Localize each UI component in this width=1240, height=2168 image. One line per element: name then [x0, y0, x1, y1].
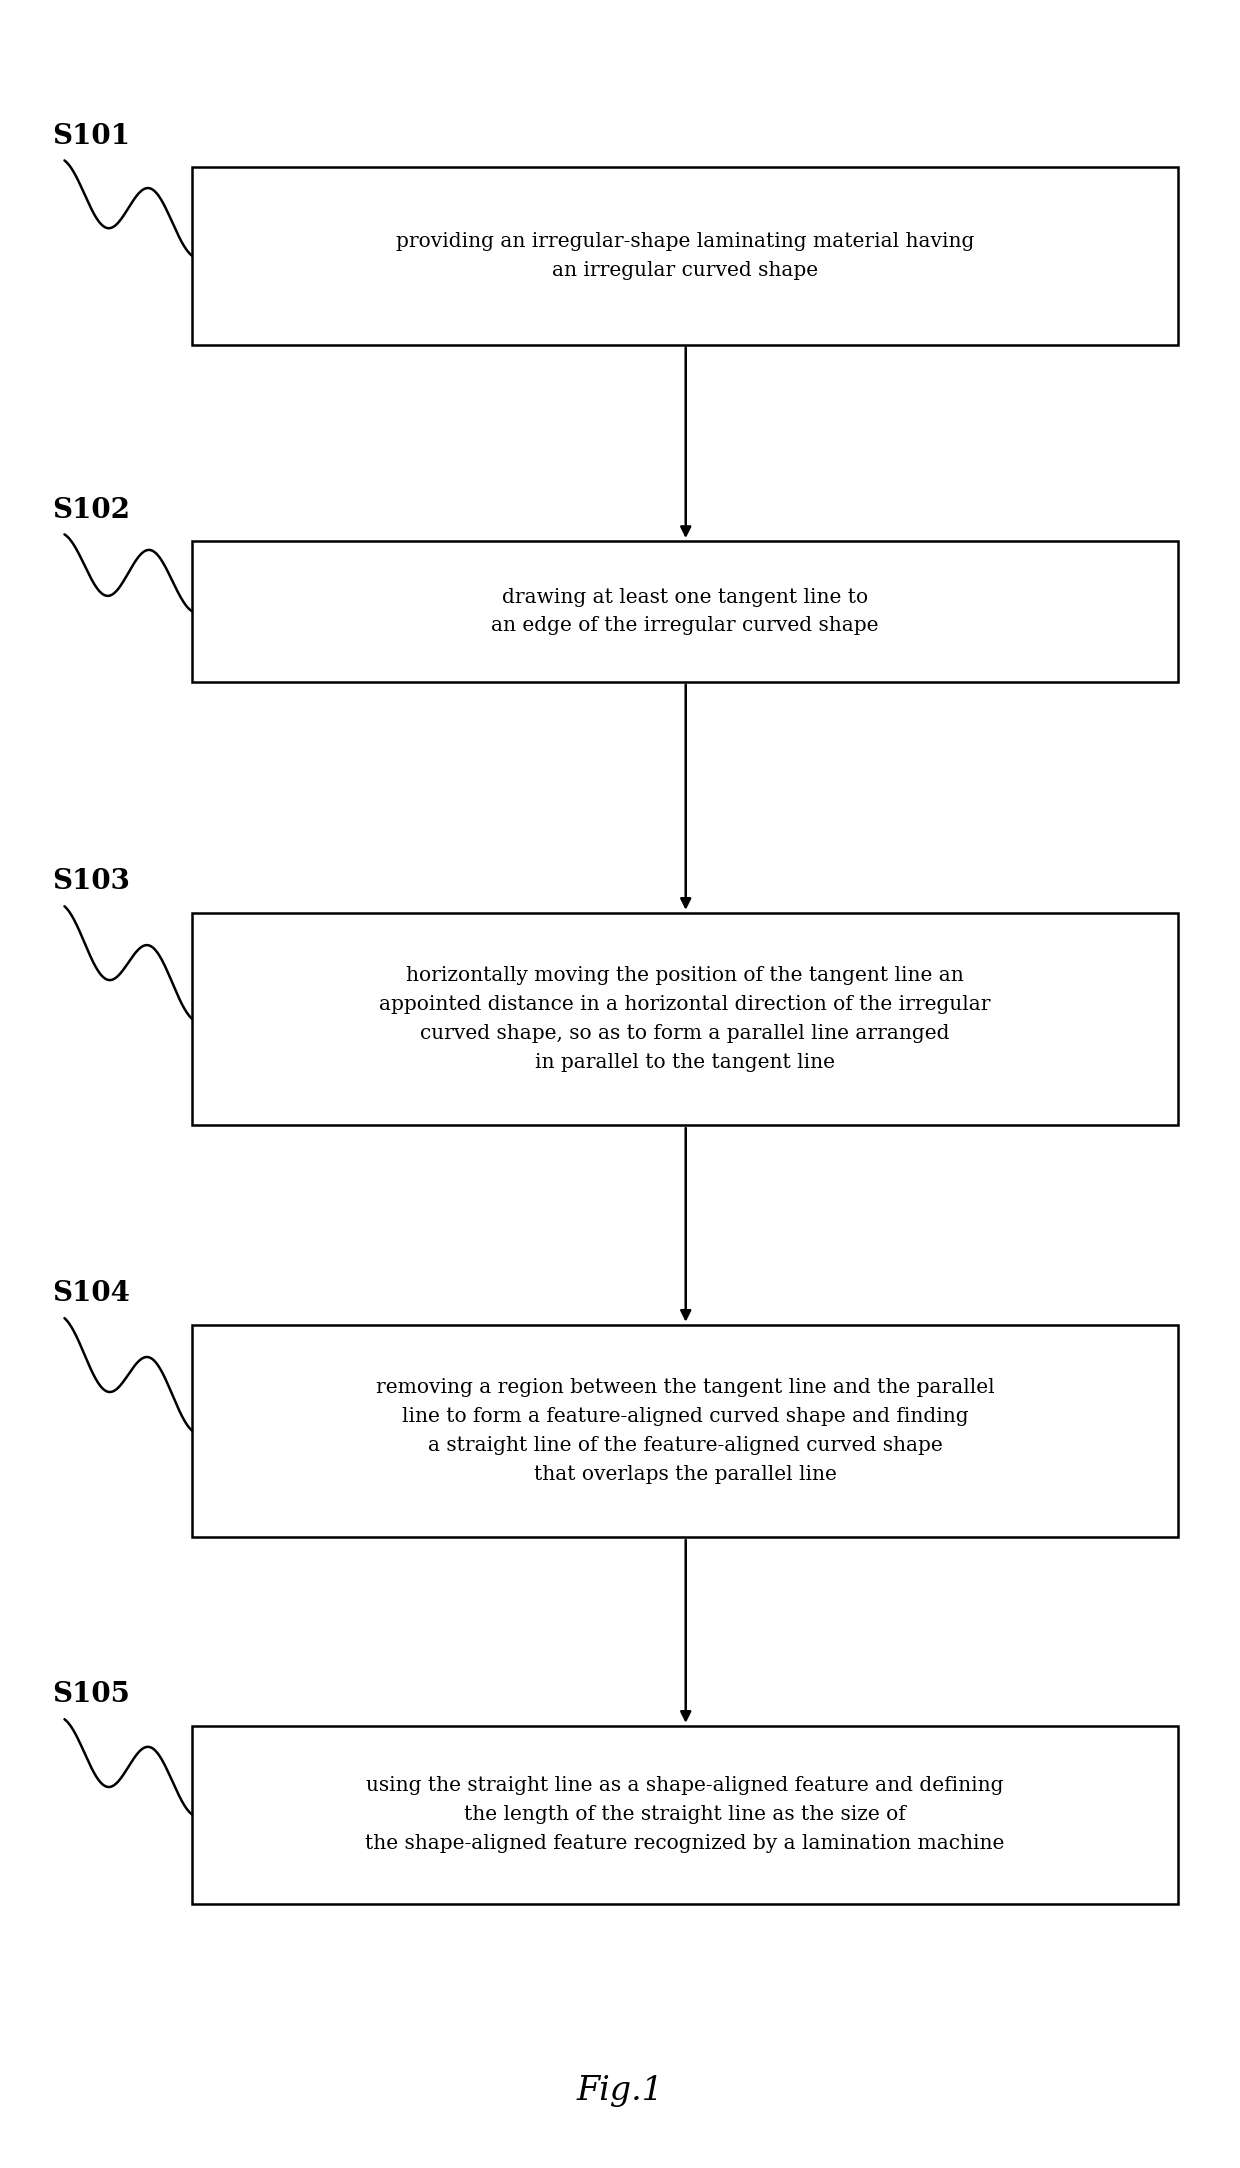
Text: S102: S102	[52, 496, 130, 525]
FancyBboxPatch shape	[192, 542, 1178, 681]
Text: using the straight line as a shape-aligned feature and defining
the length of th: using the straight line as a shape-align…	[366, 1776, 1004, 1854]
Text: S101: S101	[52, 124, 130, 150]
Text: S105: S105	[52, 1682, 130, 1708]
Text: providing an irregular-shape laminating material having
an irregular curved shap: providing an irregular-shape laminating …	[396, 232, 975, 280]
Text: horizontally moving the position of the tangent line an
appointed distance in a : horizontally moving the position of the …	[379, 967, 991, 1071]
Text: removing a region between the tangent line and the parallel
line to form a featu: removing a region between the tangent li…	[376, 1379, 994, 1483]
FancyBboxPatch shape	[192, 167, 1178, 345]
Text: Fig.1: Fig.1	[577, 2075, 663, 2107]
Text: drawing at least one tangent line to
an edge of the irregular curved shape: drawing at least one tangent line to an …	[491, 588, 879, 635]
FancyBboxPatch shape	[192, 1726, 1178, 1904]
FancyBboxPatch shape	[192, 913, 1178, 1125]
Text: S104: S104	[52, 1281, 130, 1307]
Text: S103: S103	[52, 869, 130, 895]
FancyBboxPatch shape	[192, 1325, 1178, 1537]
